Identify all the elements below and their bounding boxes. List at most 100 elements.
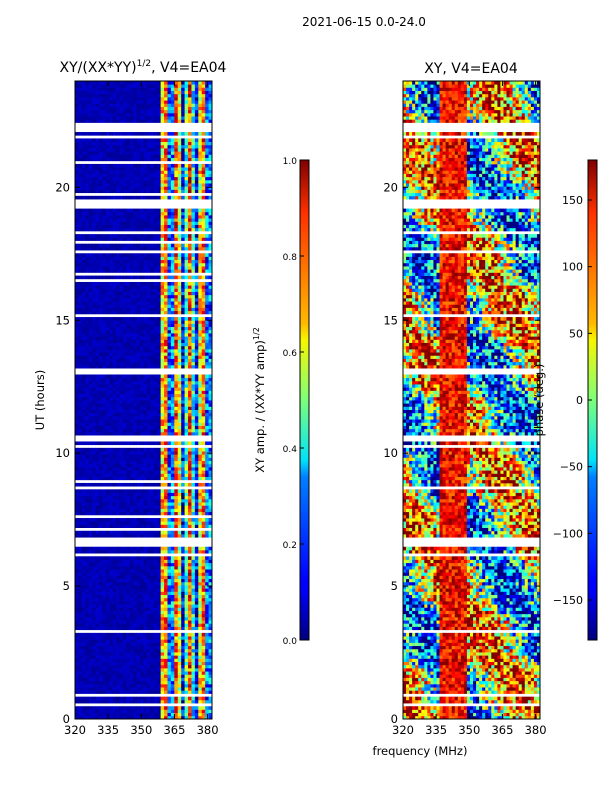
amplitude-heatmap-cell bbox=[136, 285, 141, 289]
amplitude-heatmap-cell bbox=[88, 562, 93, 567]
amplitude-heatmap-cell bbox=[119, 425, 124, 430]
amplitude-heatmap-cell bbox=[102, 419, 107, 423]
amplitude-heatmap-cell bbox=[150, 415, 155, 420]
amplitude-heatmap-cell bbox=[75, 664, 79, 669]
amplitude-heatmap-cell bbox=[143, 518, 148, 522]
amplitude-heatmap-cell bbox=[188, 409, 192, 414]
amplitude-heatmap-cell bbox=[201, 482, 206, 487]
amplitude-heatmap-cell bbox=[150, 530, 155, 535]
amplitude-heatmap-cell bbox=[119, 393, 124, 398]
amplitude-heatmap-cell bbox=[116, 380, 120, 385]
amplitude-heatmap-cell bbox=[78, 578, 83, 583]
amplitude-heatmap-cell bbox=[143, 683, 148, 688]
amplitude-heatmap-cell bbox=[205, 400, 209, 404]
amplitude-heatmap-cell bbox=[184, 623, 189, 627]
amplitude-heatmap-cell bbox=[177, 674, 182, 678]
amplitude-heatmap-cell bbox=[208, 304, 212, 308]
amplitude-heatmap-cell bbox=[95, 549, 100, 554]
amplitude-heatmap-cell bbox=[174, 639, 179, 643]
amplitude-heatmap-cell bbox=[119, 431, 124, 436]
amplitude-heatmap-cell bbox=[146, 301, 151, 305]
amplitude-heatmap-cell bbox=[167, 364, 172, 369]
amplitude-heatmap-cell bbox=[98, 530, 103, 535]
amplitude-heatmap-cell bbox=[122, 339, 127, 343]
amplitude-heatmap-cell bbox=[75, 384, 79, 388]
amplitude-heatmap-cell bbox=[143, 259, 148, 264]
amplitude-heatmap-cell bbox=[112, 345, 117, 350]
amplitude-heatmap-cell bbox=[75, 409, 79, 414]
amplitude-heatmap-cell bbox=[136, 661, 141, 666]
amplitude-heatmap-cell bbox=[105, 380, 110, 385]
amplitude-heatmap-cell bbox=[75, 419, 79, 423]
amplitude-heatmap-cell bbox=[177, 530, 182, 535]
amplitude-heatmap-cell bbox=[177, 387, 182, 391]
amplitude-heatmap-cell bbox=[170, 655, 175, 659]
amplitude-heatmap-cell bbox=[105, 632, 110, 637]
amplitude-heatmap-cell bbox=[167, 317, 172, 321]
amplitude-heatmap-cell bbox=[116, 677, 120, 682]
amplitude-heatmap-cell bbox=[170, 636, 175, 640]
amplitude-heatmap-cell bbox=[181, 565, 186, 570]
amplitude-heatmap-cell bbox=[78, 463, 83, 468]
amplitude-heatmap-cell bbox=[208, 502, 212, 506]
amplitude-heatmap-cell bbox=[75, 604, 79, 608]
amplitude-heatmap-cell bbox=[126, 521, 131, 525]
amplitude-heatmap-cell bbox=[205, 591, 209, 595]
amplitude-heatmap-cell bbox=[95, 297, 100, 302]
amplitude-heatmap-cell bbox=[208, 310, 212, 315]
amplitude-heatmap-cell bbox=[164, 680, 168, 685]
amplitude-heatmap-cell bbox=[164, 425, 168, 430]
amplitude-heatmap-cell bbox=[122, 655, 127, 659]
amplitude-heatmap-cell bbox=[205, 348, 209, 353]
amplitude-heatmap-cell bbox=[92, 288, 96, 292]
amplitude-heatmap-cell bbox=[188, 441, 192, 446]
amplitude-heatmap-cell bbox=[126, 489, 131, 493]
amplitude-heatmap-cell bbox=[201, 307, 206, 312]
amplitude-heatmap-cell bbox=[174, 262, 179, 267]
amplitude-heatmap-cell bbox=[174, 266, 179, 270]
amplitude-heatmap-cell bbox=[133, 342, 138, 347]
amplitude-heatmap-cell bbox=[140, 419, 144, 423]
amplitude-heatmap-cell bbox=[98, 262, 103, 267]
amplitude-heatmap-cell bbox=[78, 470, 83, 474]
amplitude-heatmap-cell bbox=[119, 342, 124, 347]
amplitude-heatmap-cell bbox=[188, 269, 192, 273]
amplitude-heatmap-cell bbox=[184, 428, 189, 433]
amplitude-heatmap-cell bbox=[188, 352, 192, 356]
amplitude-heatmap-cell bbox=[177, 301, 182, 305]
amplitude-heatmap-cell bbox=[88, 706, 93, 710]
amplitude-heatmap-cell bbox=[105, 425, 110, 430]
amplitude-heatmap-cell bbox=[143, 400, 148, 404]
amplitude-heatmap-cell bbox=[119, 463, 124, 468]
amplitude-heatmap-cell bbox=[201, 476, 206, 481]
amplitude-heatmap-cell bbox=[140, 422, 144, 426]
amplitude-heatmap-cell bbox=[143, 524, 148, 528]
amplitude-heatmap-cell bbox=[174, 297, 179, 302]
amplitude-heatmap-cell bbox=[167, 607, 172, 611]
amplitude-heatmap-cell bbox=[109, 642, 114, 647]
amplitude-heatmap-cell bbox=[181, 505, 186, 509]
amplitude-heatmap-cell bbox=[88, 585, 93, 589]
amplitude-heatmap-cell bbox=[98, 374, 103, 379]
amplitude-heatmap-cell bbox=[153, 578, 158, 583]
amplitude-heatmap-cell bbox=[140, 489, 144, 493]
amplitude-heatmap-cell bbox=[85, 626, 90, 631]
amplitude-heatmap-cell bbox=[167, 400, 172, 404]
amplitude-heatmap-cell bbox=[116, 530, 120, 535]
amplitude-heatmap-cell bbox=[181, 339, 186, 343]
amplitude-heatmap-cell bbox=[102, 502, 107, 506]
amplitude-heatmap-cell bbox=[153, 352, 158, 356]
amplitude-heatmap-cell bbox=[109, 409, 114, 414]
amplitude-heatmap-cell bbox=[112, 358, 117, 363]
amplitude-heatmap-cell bbox=[81, 706, 86, 710]
amplitude-heatmap-cell bbox=[160, 415, 165, 420]
amplitude-heatmap-cell bbox=[184, 546, 189, 551]
amplitude-heatmap-cell bbox=[95, 447, 100, 452]
amplitude-heatmap-cell bbox=[129, 291, 134, 296]
amplitude-heatmap-cell bbox=[102, 505, 107, 509]
amplitude-heatmap-cell bbox=[102, 636, 107, 640]
amplitude-heatmap-cell bbox=[170, 476, 175, 481]
amplitude-heatmap-cell bbox=[92, 620, 96, 624]
amplitude-heatmap-cell bbox=[105, 396, 110, 401]
amplitude-heatmap-cell bbox=[126, 323, 131, 328]
